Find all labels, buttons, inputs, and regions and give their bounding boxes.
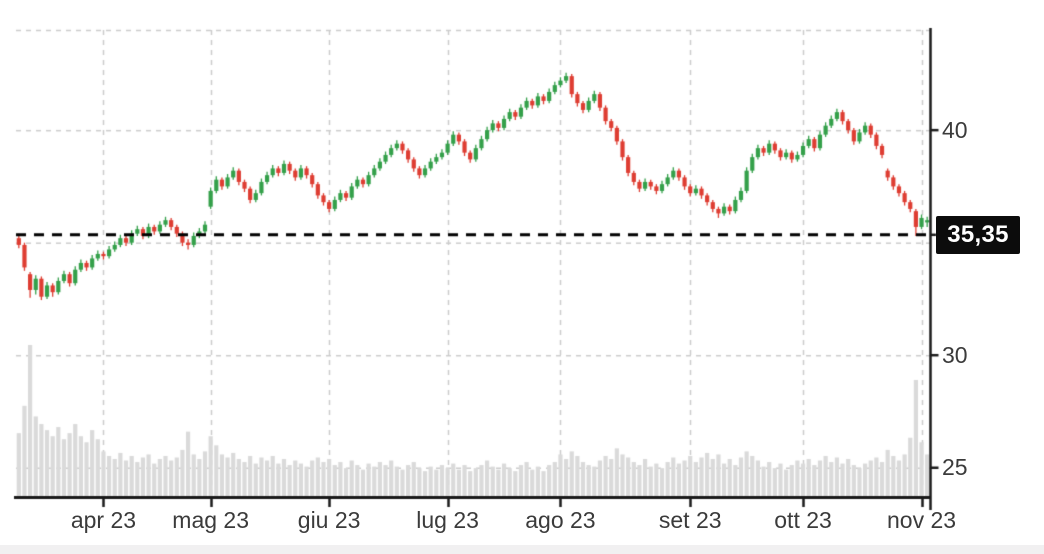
last-price-label: 35,35 (936, 216, 1020, 254)
bottom-strip (0, 545, 1044, 554)
